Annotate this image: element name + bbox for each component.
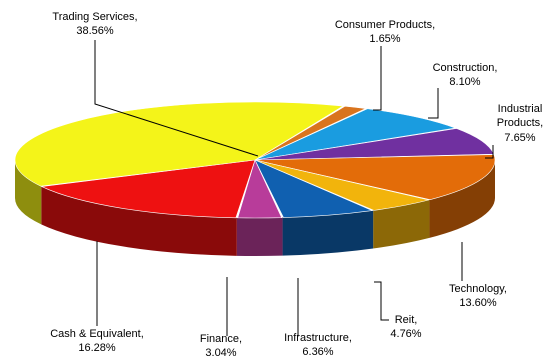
pie-tops	[15, 102, 495, 218]
label-reit: Reit, 4.76%	[390, 314, 421, 340]
slice-label: Technology,	[449, 283, 507, 295]
slice-label: Infrastructure,	[284, 332, 352, 344]
slice-percent: 13.60%	[459, 297, 497, 309]
label-finance: Finance, 3.04%	[200, 333, 242, 359]
slice-label: Reit,	[395, 314, 418, 326]
slice-percent: 8.10%	[449, 76, 480, 88]
slice-label: Finance,	[200, 333, 242, 345]
slice-percent: 38.56%	[76, 25, 114, 37]
slice-label: Products,	[497, 117, 543, 129]
slice-percent: 1.65%	[369, 33, 400, 45]
slice-label: Industrial	[498, 103, 543, 115]
slice-percent: 7.65%	[504, 132, 535, 144]
label-technology: Technology, 13.60%	[449, 283, 507, 309]
slice-label: Construction,	[433, 62, 498, 74]
label-consumer-products: Consumer Products, 1.65%	[335, 19, 435, 45]
leader-line	[373, 46, 381, 110]
leader-line	[374, 282, 389, 320]
slice-percent: 3.04%	[205, 347, 236, 359]
label-construction: Construction, 8.10%	[433, 62, 498, 88]
slice-percent: 6.36%	[302, 346, 333, 358]
label-trading-services: Trading Services, 38.56%	[52, 11, 137, 37]
slice-label: Consumer Products,	[335, 19, 435, 31]
slice-percent: 4.76%	[390, 328, 421, 340]
label-infrastructure: Infrastructure, 6.36%	[284, 332, 352, 358]
slice-percent: 16.28%	[78, 342, 116, 354]
leader-line	[428, 88, 438, 118]
pie-side-finance	[237, 218, 283, 256]
label-cash-equivalent: Cash & Equivalent, 16.28%	[50, 328, 144, 354]
label-industrial-products: Industrial Products, 7.65%	[497, 103, 543, 144]
slice-label: Trading Services,	[52, 11, 137, 23]
slice-label: Cash & Equivalent,	[50, 328, 144, 340]
